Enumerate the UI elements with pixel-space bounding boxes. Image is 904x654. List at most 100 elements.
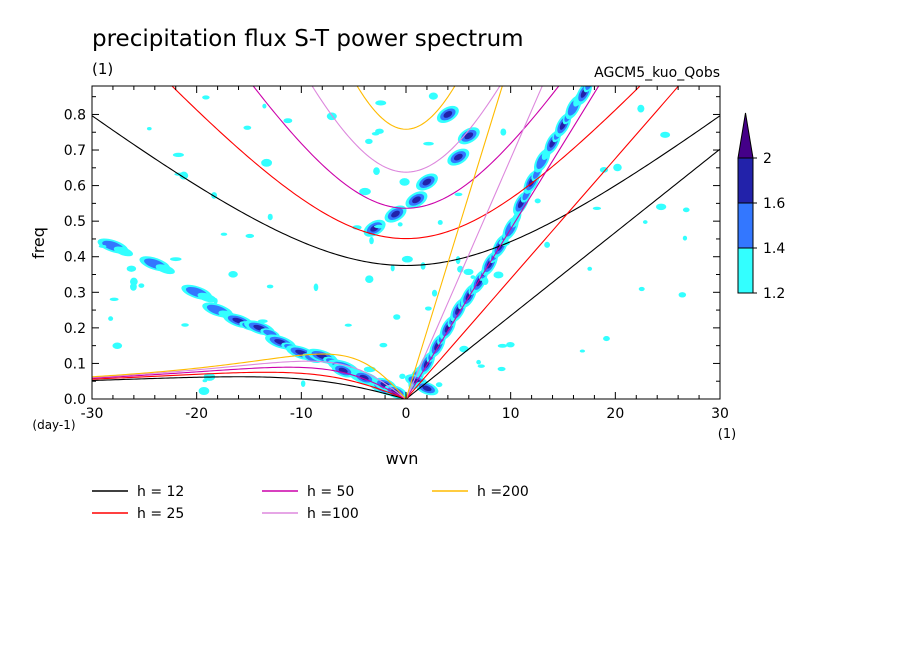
contour-speck (455, 256, 461, 265)
contour-blob (464, 132, 474, 140)
contour-speck (435, 382, 443, 388)
rossby-curve (92, 366, 407, 399)
contour-speck (373, 224, 386, 229)
contour-speck (497, 366, 506, 372)
contour-speck (592, 206, 602, 210)
contour-blob (422, 385, 432, 392)
y-tick-label: 0.6 (64, 179, 86, 195)
contour-speck (245, 233, 255, 238)
contour-speck (112, 342, 123, 349)
legend-entry: h = 50 (307, 484, 354, 500)
contour-speck (283, 118, 293, 124)
contour-speck (482, 277, 489, 286)
contour-speck (477, 364, 485, 368)
contour-blob (373, 227, 376, 230)
rossby-curve (92, 371, 407, 399)
contour-speck (678, 292, 687, 298)
colorbar: 2 1.6 1.4 1.2 (737, 112, 785, 302)
contour-speck (326, 112, 337, 121)
contour-speck (138, 283, 145, 288)
contour-speck (603, 336, 610, 342)
contour-speck (375, 100, 387, 106)
legend-entry: h = 12 (137, 484, 184, 500)
kelvin-curve (405, 86, 543, 399)
rossby-curve (92, 360, 407, 399)
colorbar-label: 1.6 (763, 196, 785, 212)
contour-speck (470, 275, 476, 279)
contour-speck (365, 275, 374, 283)
contour-speck (198, 387, 210, 395)
contour-speck (397, 222, 403, 227)
contour-speck (379, 342, 388, 348)
y-axis-units: (day-1) (32, 418, 75, 432)
contour-blob (467, 294, 470, 298)
contour-speck (243, 125, 252, 130)
contour-speck (344, 323, 352, 327)
contour-speck (109, 297, 119, 301)
x-tick-label: -10 (290, 406, 313, 422)
y-axis-label: freq (29, 227, 48, 259)
contour-speck (300, 380, 306, 388)
x-tick-label: -20 (185, 406, 208, 422)
y-tick-label: 0.1 (64, 356, 86, 372)
contour-blob (585, 86, 594, 90)
contour-blob (478, 280, 481, 283)
contour-speck (213, 298, 218, 305)
y-tick-label: 0.3 (64, 285, 86, 301)
y-tick-label: 0.2 (64, 321, 86, 337)
x-tick-label: -30 (81, 406, 104, 422)
colorbar-segment (737, 202, 754, 249)
contour-speck (267, 213, 273, 221)
contour-speck (420, 262, 426, 270)
contour-blob (447, 326, 449, 330)
contour-speck (359, 187, 371, 196)
contour-speck (261, 158, 273, 167)
kelvin-curve (405, 148, 720, 399)
contour-speck (476, 359, 481, 365)
contour-speck (313, 283, 319, 292)
gravity-curve (252, 86, 560, 209)
contour-speck (365, 138, 373, 144)
gravity-curve (311, 86, 501, 173)
contour-speck (393, 314, 401, 320)
contour-blob (391, 210, 400, 218)
contour-speck (257, 319, 268, 323)
contour-speck (181, 323, 189, 327)
contour-speck (655, 203, 667, 211)
contour-blob (412, 196, 421, 204)
contour-speck (493, 271, 504, 279)
contour-fills (97, 86, 690, 399)
x-axis-label: wvn (386, 449, 419, 468)
colorbar-label: 1.2 (763, 286, 785, 302)
contour-blob (113, 246, 133, 257)
y-tick-label: 0.7 (64, 143, 86, 159)
contour-speck (146, 126, 152, 131)
legend: h = 12 h = 25 h = 50 h =100 h =200 (92, 484, 529, 522)
gravity-curve (171, 86, 641, 240)
contour-blob (197, 292, 217, 303)
contour-blob (443, 111, 453, 118)
kelvin-curve (405, 86, 600, 399)
contour-speck (390, 264, 395, 272)
legend-entry: h =200 (477, 484, 529, 500)
x-axis-units: (1) (718, 427, 736, 442)
x-tick-label: 0 (402, 406, 411, 422)
colorbar-label: 2 (763, 151, 772, 167)
kelvin-curve (405, 86, 680, 399)
dispersion-curves (92, 86, 720, 399)
colorbar-segment (737, 157, 754, 204)
x-tick-label: 30 (711, 406, 729, 422)
gravity-curve (92, 115, 720, 267)
contour-speck (401, 255, 413, 263)
kelvin-curve (405, 86, 503, 399)
plot-frame (91, 85, 721, 400)
chart-units: (1) (92, 60, 113, 78)
axes: -30 -20 -10 0 10 20 30 0.0 0.1 0.2 0.3 0.4 0.5 0.6 0.7… (64, 86, 729, 422)
contour-speck (682, 235, 688, 241)
contour-blob (457, 308, 460, 312)
contour-speck (371, 132, 380, 136)
y-tick-label: 0.0 (64, 392, 86, 408)
contour-speck (98, 244, 107, 248)
contour-speck (126, 265, 137, 272)
